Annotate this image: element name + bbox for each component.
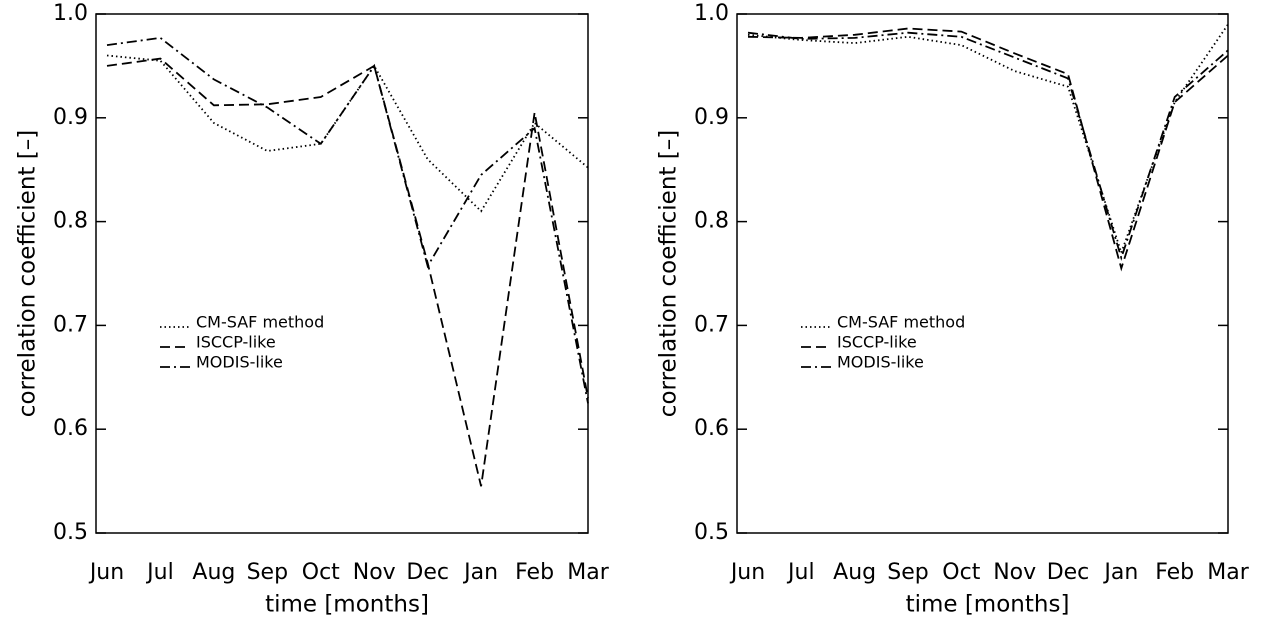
y-tick-label: 1.0 (694, 1, 729, 26)
x-tick-label: Jan (1102, 560, 1138, 585)
series-line (106, 36, 589, 404)
x-axis-label: time [months] (906, 592, 1070, 618)
x-tick-label: Jan (462, 560, 498, 585)
y-tick-label: 0.7 (694, 312, 729, 337)
y-tick-label: 0.7 (53, 312, 88, 337)
y-axis-label: correlation coefficient [–] (15, 130, 41, 417)
legend-label: CM-SAF method (196, 313, 324, 332)
y-tick-label: 1.0 (53, 1, 88, 26)
x-tick-label: Aug (192, 560, 235, 585)
x-tick-label: Sep (247, 560, 288, 585)
series-line (106, 54, 589, 213)
y-tick-label: 0.5 (694, 520, 729, 545)
x-tick-label: Feb (515, 560, 554, 585)
y-tick-label: 0.6 (694, 416, 729, 441)
x-tick-label: Nov (993, 560, 1036, 585)
x-tick-label: Jul (786, 560, 815, 585)
x-axis-label: time [months] (265, 592, 429, 618)
legend-label: MODIS-like (196, 353, 283, 372)
x-tick-label: Mar (567, 560, 609, 585)
legend-label: ISCCP-like (837, 333, 917, 352)
series-line (747, 31, 1229, 261)
series-line (747, 27, 1229, 272)
y-tick-label: 0.9 (694, 105, 729, 130)
x-tick-label: Sep (887, 560, 928, 585)
y-tick-label: 0.6 (53, 416, 88, 441)
y-axis-label: correlation coefficient [–] (656, 130, 682, 417)
y-tick-label: 0.8 (53, 209, 88, 234)
x-tick-label: Jul (145, 560, 174, 585)
legend-label: MODIS-like (837, 353, 924, 372)
y-tick-label: 0.8 (694, 209, 729, 234)
y-tick-label: 0.9 (53, 105, 88, 130)
x-tick-label: Jun (88, 560, 124, 585)
plot-frame (95, 13, 589, 534)
x-tick-label: Aug (833, 560, 876, 585)
legend-label: ISCCP-like (196, 333, 276, 352)
x-tick-label: Oct (302, 560, 340, 585)
x-tick-label: Dec (1047, 560, 1090, 585)
x-tick-label: Mar (1207, 560, 1249, 585)
x-tick-label: Nov (353, 560, 396, 585)
x-tick-label: Oct (942, 560, 980, 585)
x-tick-label: Feb (1155, 560, 1194, 585)
x-tick-label: Jun (729, 560, 765, 585)
legend-label: CM-SAF method (837, 313, 965, 332)
x-tick-label: Dec (406, 560, 449, 585)
y-tick-label: 0.5 (53, 520, 88, 545)
series-line (106, 57, 589, 487)
plot-frame (736, 13, 1229, 534)
series-line (747, 23, 1229, 256)
